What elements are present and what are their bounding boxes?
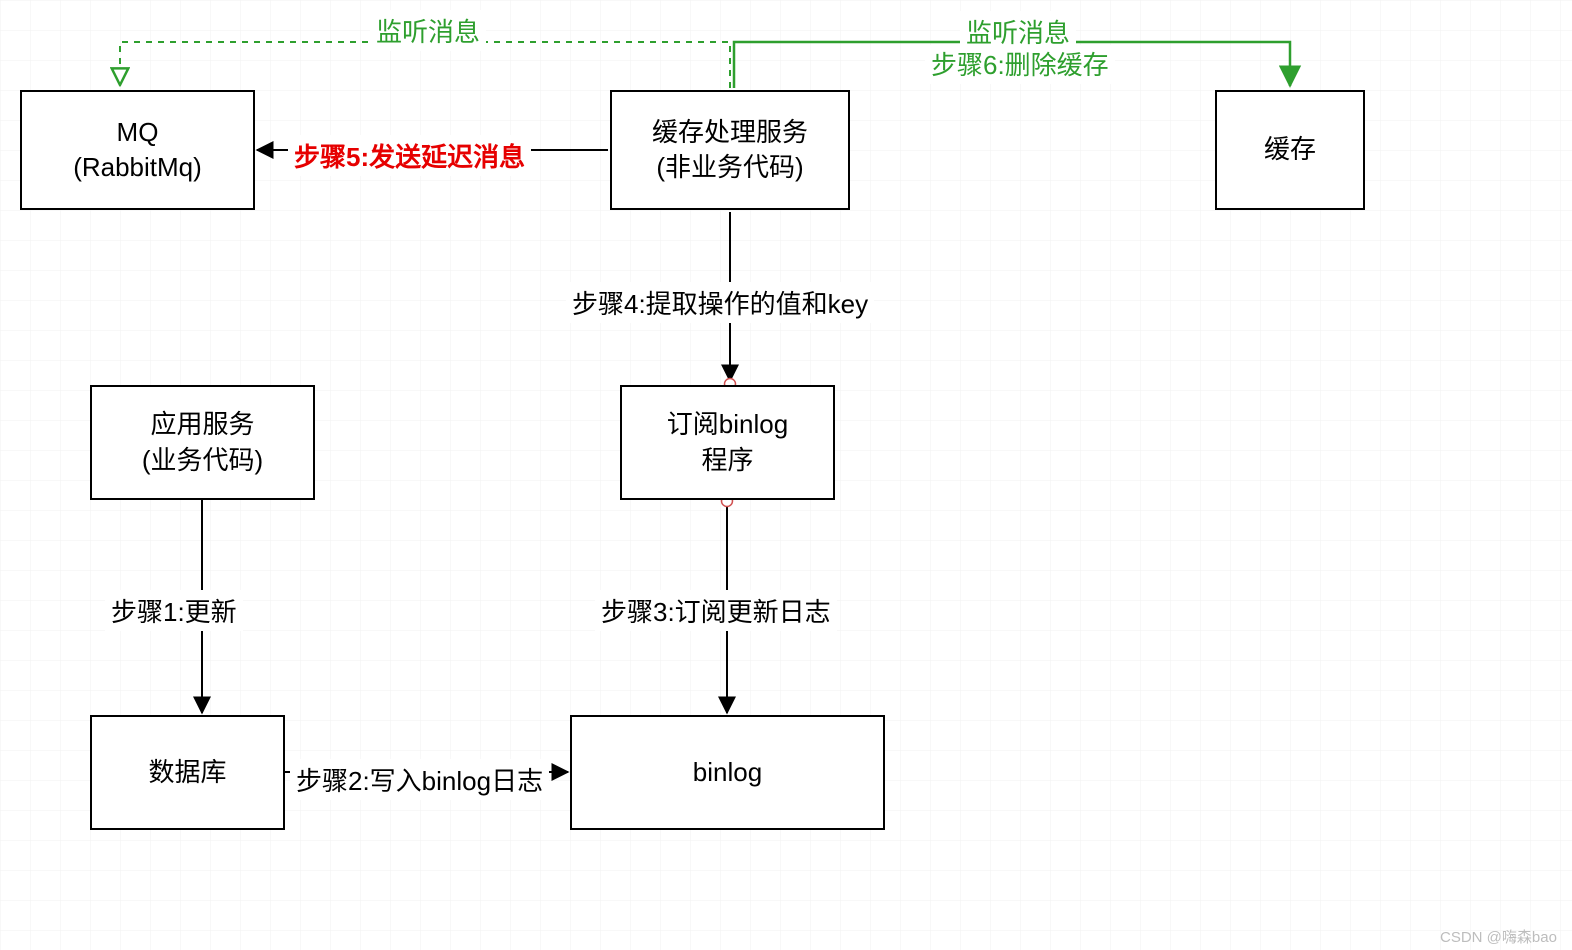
diagram-canvas: MQ (RabbitMq) 缓存处理服务 (非业务代码) 缓存 应用服务 (业务…	[0, 0, 1572, 950]
node-line1: 数据库	[148, 755, 226, 790]
node-line1: MQ	[117, 115, 159, 150]
watermark: CSDN @嗨森bao	[1440, 926, 1557, 947]
node-line1: binlog	[693, 755, 762, 790]
node-line1: 缓存	[1264, 132, 1316, 167]
node-line1: 应用服务	[150, 407, 254, 442]
label-step3: 步骤3:订阅更新日志	[595, 590, 837, 631]
label-step4: 步骤4:提取操作的值和key	[566, 282, 874, 323]
label-step6: 步骤6:删除缓存	[925, 45, 1115, 84]
node-line1: 订阅binlog	[667, 407, 788, 442]
node-cache-service: 缓存处理服务 (非业务代码)	[610, 90, 850, 210]
node-sub: 订阅binlog 程序	[620, 385, 835, 500]
node-db: 数据库	[90, 715, 285, 830]
label-step5: 步骤5:发送延迟消息	[288, 135, 531, 176]
node-cache: 缓存	[1215, 90, 1365, 210]
node-line2: (RabbitMq)	[73, 150, 202, 185]
label-listen-left: 监听消息	[370, 10, 486, 51]
label-step1: 步骤1:更新	[105, 590, 243, 631]
node-line2: (业务代码)	[142, 443, 263, 478]
node-mq: MQ (RabbitMq)	[20, 90, 255, 210]
node-app: 应用服务 (业务代码)	[90, 385, 315, 500]
label-step2: 步骤2:写入binlog日志	[290, 759, 549, 800]
node-line2: 程序	[701, 443, 753, 478]
node-line2: (非业务代码)	[656, 150, 803, 185]
node-binlog: binlog	[570, 715, 885, 830]
node-line1: 缓存处理服务	[652, 115, 808, 150]
